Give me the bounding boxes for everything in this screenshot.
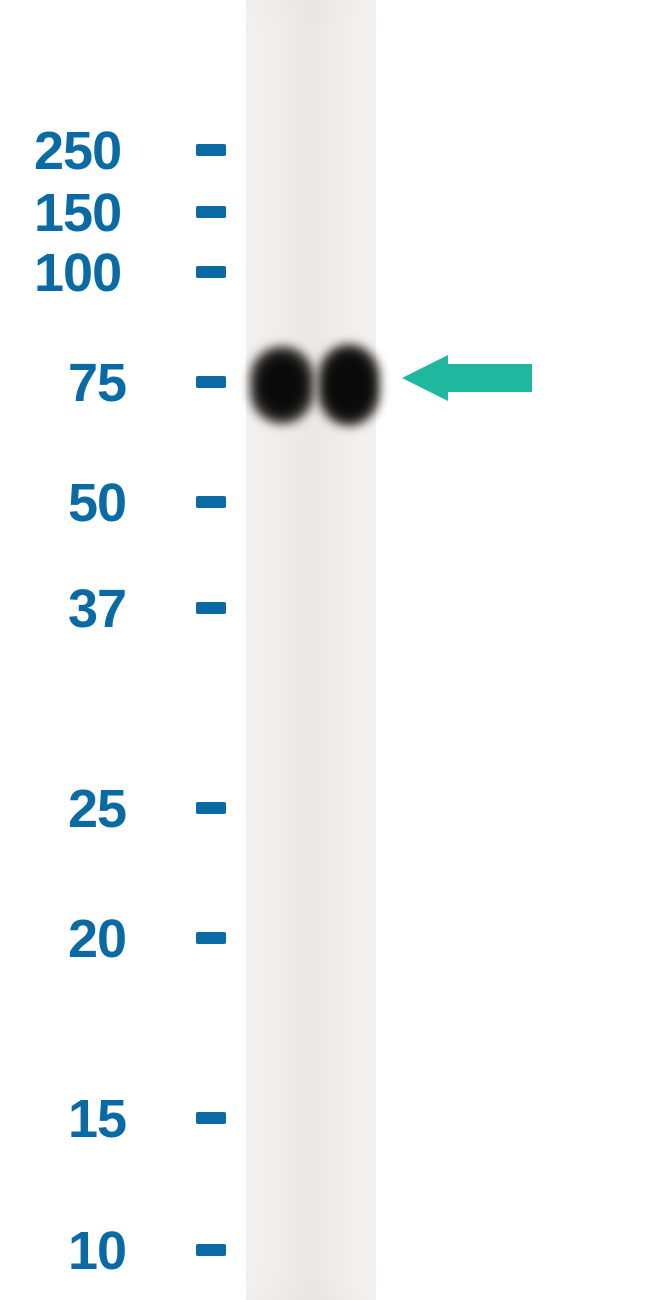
mw-label-37: 37 bbox=[68, 578, 126, 640]
protein-band-right bbox=[318, 344, 380, 426]
protein-band-left bbox=[250, 346, 314, 424]
mw-label-20: 20 bbox=[68, 908, 126, 970]
mw-label-100: 100 bbox=[34, 242, 121, 304]
mw-tick-75 bbox=[196, 376, 226, 388]
mw-label-15: 15 bbox=[68, 1088, 126, 1150]
blot-canvas: 250150100 75 50 37 25 20 15 10 bbox=[0, 0, 650, 1300]
mw-tick-50 bbox=[196, 496, 226, 508]
mw-label-10: 10 bbox=[68, 1220, 126, 1282]
mw-tick-25 bbox=[196, 802, 226, 814]
arrow-head-icon bbox=[402, 355, 448, 401]
mw-label-75: 75 bbox=[68, 352, 126, 414]
mw-tick-20 bbox=[196, 932, 226, 944]
mw-label-50: 50 bbox=[68, 472, 126, 534]
mw-tick-10 bbox=[196, 1244, 226, 1256]
mw-label-25: 25 bbox=[68, 778, 126, 840]
mw-tick-150 bbox=[196, 206, 226, 218]
mw-tick-15 bbox=[196, 1112, 226, 1124]
mw-tick-100 bbox=[196, 266, 226, 278]
mw-label-250: 250 bbox=[34, 120, 121, 182]
arrow-shaft bbox=[448, 364, 532, 392]
mw-tick-37 bbox=[196, 602, 226, 614]
mw-label-150: 150 bbox=[34, 182, 121, 244]
gel-lane bbox=[246, 0, 376, 1300]
mw-tick-250 bbox=[196, 144, 226, 156]
